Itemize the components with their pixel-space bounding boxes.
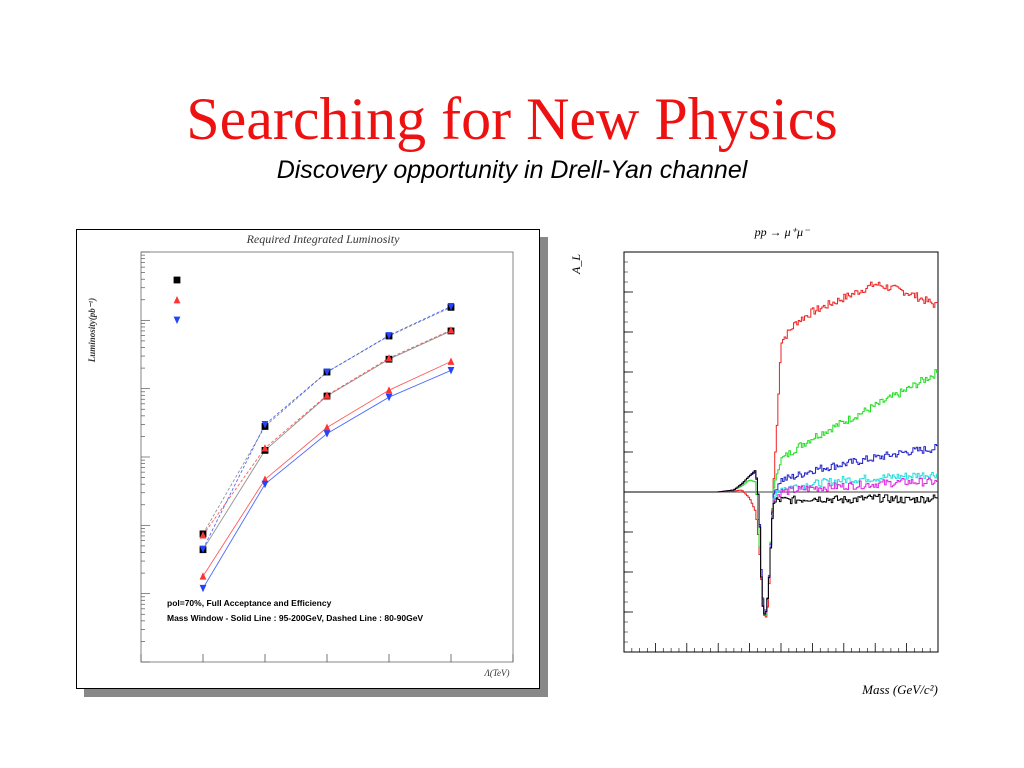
luminosity-point: [385, 354, 393, 362]
luminosity-point: [261, 420, 269, 429]
luminosity-y-axis-label: Luminosity(pb⁻¹): [87, 298, 97, 363]
luminosity-dashed-line-0: [202, 306, 452, 535]
luminosity-chart-frame: Required Integrated Luminosity Luminosit…: [76, 229, 540, 689]
luminosity-point: [447, 367, 455, 375]
luminosity-point: [199, 545, 207, 554]
luminosity-point: [385, 393, 393, 402]
luminosity-annotation-1: pol=70%, Full Acceptance and Efficiency: [167, 598, 332, 608]
slide-title: Searching for New Physics: [186, 86, 838, 152]
luminosity-point: [199, 531, 207, 539]
luminosity-point: [447, 357, 455, 365]
luminosity-point: [199, 572, 207, 580]
luminosity-legend-marker: [173, 316, 181, 324]
luminosity-legend-marker: [173, 296, 181, 304]
asymmetry-series-line-2: [624, 443, 938, 611]
luminosity-x-axis-label: Λ(TeV): [483, 668, 509, 678]
luminosity-chart: Required Integrated Luminosity Luminosit…: [87, 232, 514, 678]
luminosity-annotation-2: Mass Window - Solid Line : 95-200GeV, Da…: [167, 613, 423, 623]
asymmetry-chart: pp → μ⁺μ⁻ A_L Mass (GeV/c²): [569, 225, 939, 697]
luminosity-point: [323, 391, 331, 399]
luminosity-legend: [173, 276, 181, 324]
asymmetry-axes: [623, 251, 939, 653]
asymmetry-series-lines: [624, 281, 938, 618]
luminosity-point: [261, 444, 269, 452]
luminosity-point: [447, 302, 455, 311]
luminosity-legend-marker: [173, 276, 181, 284]
luminosity-point: [261, 480, 269, 489]
asymmetry-x-axis-label: Mass (GeV/c²): [861, 682, 938, 697]
luminosity-point: [323, 430, 331, 438]
luminosity-solid-line-0: [202, 330, 452, 550]
slide-subtitle: Discovery opportunity in Drell-Yan chann…: [276, 156, 748, 184]
luminosity-chart-title: Required Integrated Luminosity: [246, 232, 401, 246]
luminosity-point: [199, 584, 207, 593]
asymmetry-series-line-5: [624, 470, 938, 615]
luminosity-series-lines: [202, 305, 452, 589]
luminosity-axes: [140, 251, 514, 663]
asymmetry-series-line-0: [624, 281, 938, 618]
luminosity-point: [385, 386, 393, 394]
luminosity-point: [385, 332, 393, 340]
luminosity-point: [323, 368, 331, 377]
asymmetry-chart-title: pp → μ⁺μ⁻: [754, 225, 811, 239]
luminosity-solid-line-2: [202, 369, 452, 589]
luminosity-dashed-line-1: [202, 329, 452, 536]
asymmetry-plot-area: [623, 251, 939, 653]
luminosity-series-markers: [199, 302, 455, 593]
asymmetry-y-axis-label: A_L: [569, 254, 583, 275]
luminosity-point: [447, 326, 455, 334]
luminosity-point: [323, 423, 331, 431]
